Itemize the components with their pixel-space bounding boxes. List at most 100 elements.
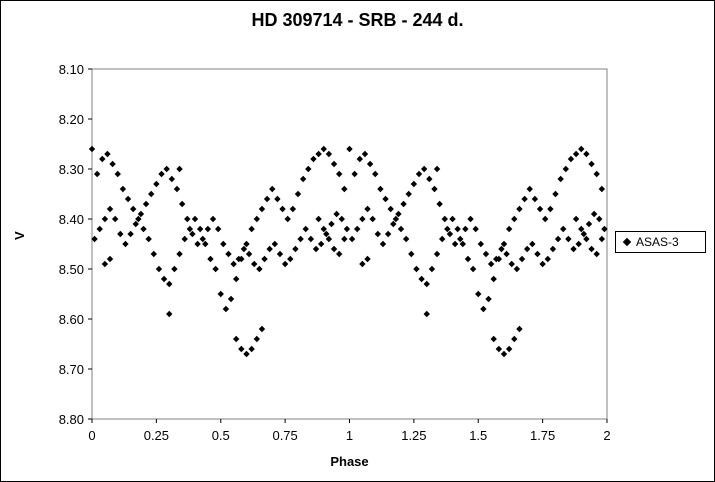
data-point <box>142 200 150 208</box>
data-point <box>235 255 242 263</box>
data-point <box>572 215 580 223</box>
data-point <box>423 280 430 288</box>
data-point <box>374 230 382 238</box>
data-point <box>150 250 157 258</box>
data-point <box>269 185 276 193</box>
x-tick-label: 1.5 <box>469 428 487 443</box>
data-point <box>341 185 348 193</box>
data-point <box>508 260 515 268</box>
data-point <box>439 235 446 243</box>
data-point <box>227 295 235 303</box>
data-point <box>487 260 495 268</box>
data-point <box>598 185 606 193</box>
data-point <box>431 185 438 193</box>
data-point <box>245 250 253 258</box>
data-point <box>101 215 109 223</box>
data-point <box>258 325 266 333</box>
data-point <box>580 230 588 238</box>
data-point <box>366 160 374 168</box>
data-point <box>117 230 124 238</box>
data-point <box>341 235 348 243</box>
data-point <box>202 240 209 248</box>
y-tick-label: 8.10 <box>59 62 84 77</box>
data-point <box>315 150 322 158</box>
data-point <box>189 230 196 238</box>
data-point <box>294 190 302 198</box>
data-point <box>433 250 441 258</box>
data-point <box>397 225 405 233</box>
data-point <box>572 150 580 158</box>
data-point <box>225 250 232 258</box>
data-point <box>274 195 281 203</box>
data-point <box>279 205 286 213</box>
data-point <box>217 290 224 298</box>
data-point <box>111 215 119 223</box>
x-tick-label: 1.25 <box>401 428 426 443</box>
data-point <box>565 235 572 243</box>
data-point <box>346 145 353 153</box>
data-point <box>377 185 384 193</box>
data-point <box>122 240 129 248</box>
x-tick-label: 1.75 <box>530 428 555 443</box>
data-point <box>413 265 420 273</box>
x-tick-label: 0.25 <box>144 428 169 443</box>
data-point <box>369 215 376 223</box>
data-point <box>575 240 582 248</box>
data-point <box>176 165 183 173</box>
data-point <box>400 200 407 208</box>
data-point <box>379 240 387 248</box>
data-point <box>578 225 585 233</box>
data-point <box>194 240 201 248</box>
x-tick-label: 0 <box>88 428 95 443</box>
data-point <box>601 225 608 233</box>
data-point <box>585 220 593 228</box>
data-point <box>289 205 297 213</box>
y-tick-label: 8.20 <box>59 112 84 127</box>
data-point <box>106 205 114 213</box>
data-point <box>472 225 479 233</box>
data-point <box>256 265 263 273</box>
data-point <box>523 245 531 253</box>
data-point <box>276 250 284 258</box>
data-point <box>199 235 206 243</box>
data-point <box>176 250 183 258</box>
data-point <box>495 345 503 353</box>
data-point <box>155 265 163 273</box>
data-point <box>348 235 356 243</box>
data-point <box>560 225 567 233</box>
x-tick-label: 2 <box>603 428 610 443</box>
data-point <box>477 240 485 248</box>
data-point <box>544 255 551 263</box>
data-point <box>493 255 500 263</box>
data-point <box>536 205 544 213</box>
x-tick-label: 0.75 <box>272 428 297 443</box>
data-point <box>336 250 343 258</box>
data-point <box>531 195 539 203</box>
data-point <box>220 240 227 248</box>
data-point <box>320 225 327 233</box>
data-point <box>222 305 230 313</box>
data-point <box>325 150 333 158</box>
data-point <box>482 250 490 258</box>
data-point <box>462 225 469 233</box>
data-point <box>243 240 250 248</box>
data-point <box>361 150 369 158</box>
data-point <box>418 275 425 283</box>
data-point <box>384 230 392 238</box>
y-tick-label: 8.40 <box>59 212 84 227</box>
data-point <box>583 235 590 243</box>
data-point <box>444 225 451 233</box>
data-point <box>96 225 103 233</box>
data-point <box>554 235 562 243</box>
data-point <box>382 195 389 203</box>
data-point <box>516 325 523 333</box>
data-point <box>562 165 569 173</box>
data-point <box>359 215 366 223</box>
y-tick-label: 8.60 <box>59 312 84 327</box>
data-point <box>130 205 137 213</box>
data-point <box>598 235 606 243</box>
data-point <box>243 350 250 358</box>
data-point <box>312 245 320 253</box>
data-point <box>230 260 237 268</box>
